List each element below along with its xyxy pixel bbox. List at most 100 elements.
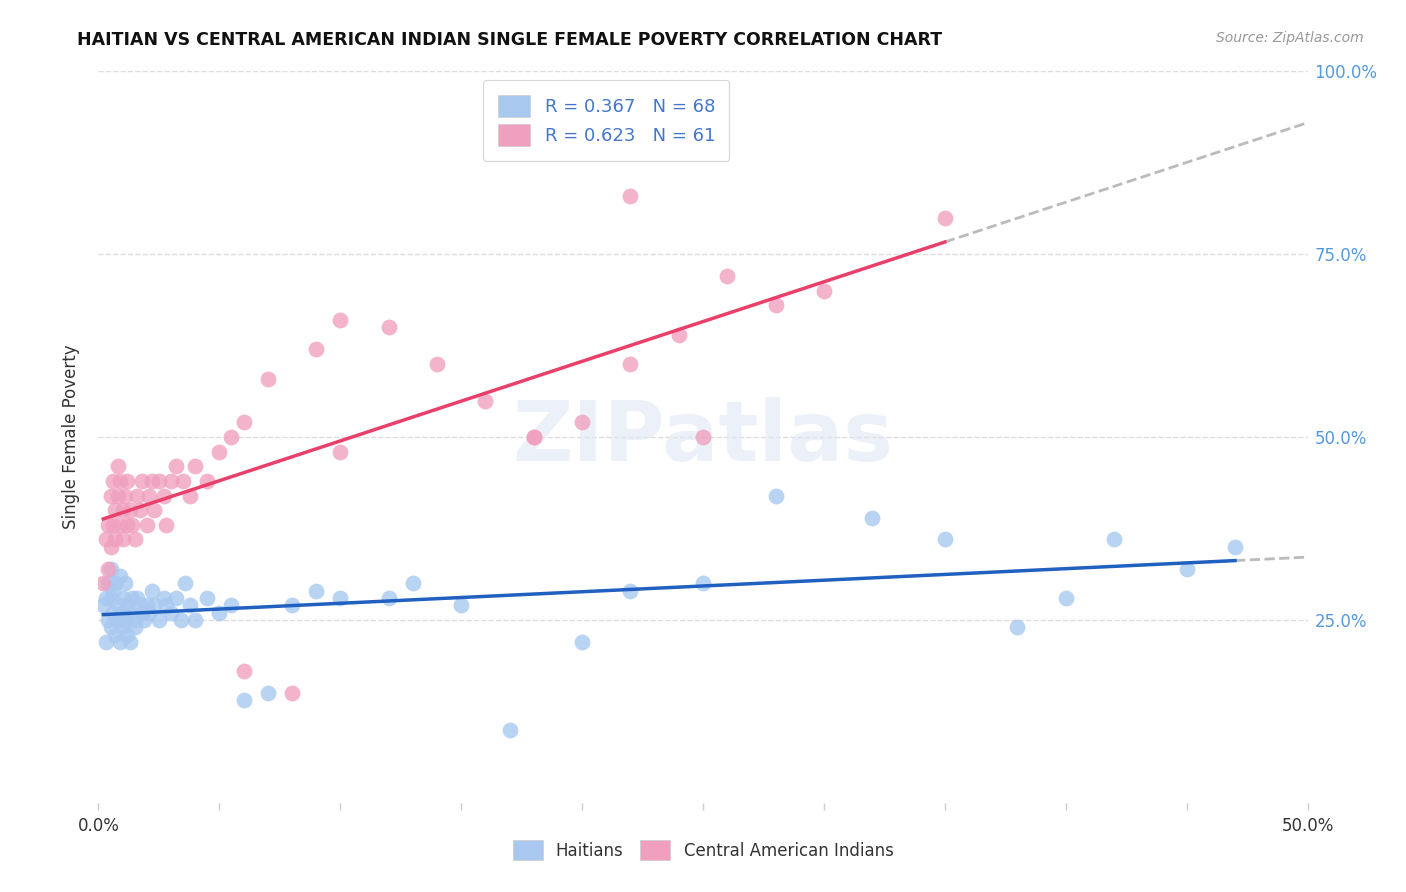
Point — [184, 459, 207, 474]
Point — [402, 576, 425, 591]
Point — [152, 489, 174, 503]
Point — [148, 613, 170, 627]
Point — [256, 686, 278, 700]
Point — [117, 627, 139, 641]
Point — [450, 599, 472, 613]
Point — [111, 503, 134, 517]
Point — [108, 569, 131, 583]
Point — [118, 503, 141, 517]
Point — [716, 269, 738, 284]
Point — [305, 583, 328, 598]
Point — [377, 591, 399, 605]
Point — [94, 635, 117, 649]
Point — [179, 489, 201, 503]
Point — [114, 489, 136, 503]
Point — [135, 599, 157, 613]
Point — [498, 723, 520, 737]
Point — [1007, 620, 1029, 634]
Point — [94, 533, 117, 547]
Point — [165, 459, 187, 474]
Text: HAITIAN VS CENTRAL AMERICAN INDIAN SINGLE FEMALE POVERTY CORRELATION CHART: HAITIAN VS CENTRAL AMERICAN INDIAN SINGL… — [77, 31, 942, 49]
Point — [111, 591, 134, 605]
Point — [138, 606, 160, 620]
Legend: Haitians, Central American Indians: Haitians, Central American Indians — [513, 840, 893, 860]
Point — [107, 599, 129, 613]
Point — [1054, 591, 1077, 605]
Point — [668, 327, 690, 342]
Point — [104, 503, 127, 517]
Point — [232, 416, 254, 430]
Point — [377, 320, 399, 334]
Point — [117, 474, 139, 488]
Point — [91, 599, 114, 613]
Point — [111, 606, 134, 620]
Point — [232, 664, 254, 678]
Point — [571, 416, 593, 430]
Point — [121, 591, 143, 605]
Point — [128, 503, 150, 517]
Point — [131, 606, 153, 620]
Point — [232, 693, 254, 707]
Point — [97, 576, 120, 591]
Point — [143, 599, 166, 613]
Point — [221, 599, 243, 613]
Point — [169, 613, 191, 627]
Point — [148, 474, 170, 488]
Point — [91, 576, 114, 591]
Point — [100, 540, 122, 554]
Point — [97, 562, 120, 576]
Point — [101, 474, 124, 488]
Point — [281, 599, 304, 613]
Point — [160, 474, 183, 488]
Point — [124, 620, 146, 634]
Point — [104, 627, 127, 641]
Point — [208, 444, 231, 458]
Point — [281, 686, 304, 700]
Point — [195, 591, 218, 605]
Point — [104, 576, 127, 591]
Point — [165, 591, 187, 605]
Point — [256, 371, 278, 385]
Text: ZIPatlas: ZIPatlas — [513, 397, 893, 477]
Point — [329, 444, 352, 458]
Y-axis label: Single Female Poverty: Single Female Poverty — [62, 345, 80, 529]
Point — [101, 583, 124, 598]
Point — [134, 613, 156, 627]
Point — [111, 620, 134, 634]
Point — [692, 430, 714, 444]
Text: Source: ZipAtlas.com: Source: ZipAtlas.com — [1216, 31, 1364, 45]
Point — [114, 613, 136, 627]
Point — [143, 503, 166, 517]
Point — [107, 459, 129, 474]
Point — [141, 474, 163, 488]
Point — [111, 533, 134, 547]
Point — [97, 517, 120, 532]
Point — [121, 517, 143, 532]
Point — [128, 599, 150, 613]
Point — [184, 613, 207, 627]
Point — [118, 606, 141, 620]
Point — [94, 591, 117, 605]
Point — [1102, 533, 1125, 547]
Point — [179, 599, 201, 613]
Point — [195, 474, 218, 488]
Point — [619, 188, 641, 202]
Point — [138, 489, 160, 503]
Point — [108, 635, 131, 649]
Point — [426, 357, 449, 371]
Point — [174, 576, 197, 591]
Point — [155, 517, 177, 532]
Point — [619, 357, 641, 371]
Point — [124, 613, 146, 627]
Point — [104, 533, 127, 547]
Point — [114, 576, 136, 591]
Point — [101, 606, 124, 620]
Point — [860, 510, 883, 524]
Point — [155, 599, 177, 613]
Point — [108, 517, 131, 532]
Point — [107, 489, 129, 503]
Point — [208, 606, 231, 620]
Point — [934, 211, 956, 225]
Point — [160, 606, 183, 620]
Point — [107, 613, 129, 627]
